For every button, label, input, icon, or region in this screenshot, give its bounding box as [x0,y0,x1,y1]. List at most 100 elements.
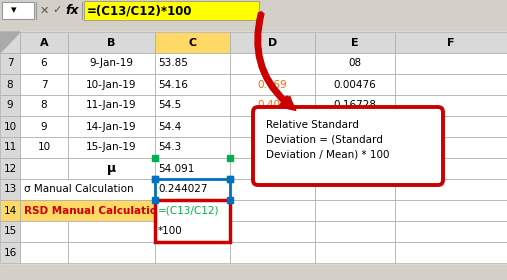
Text: 9: 9 [7,101,13,111]
Bar [0,32,20,53]
Text: 0.04368: 0.04368 [334,143,376,153]
Bar [155,200,230,221]
Text: 10: 10 [38,143,51,153]
Text: A: A [40,38,48,48]
Bar [230,137,315,158]
Text: 0.069: 0.069 [258,80,287,90]
Bar [155,116,230,137]
Bar [315,95,395,116]
Bar [20,200,155,221]
Bar [155,200,230,242]
Text: 14: 14 [4,206,17,216]
Bar [395,221,507,242]
Text: 0.00476: 0.00476 [334,80,376,90]
Bar [315,158,395,179]
Bar [20,74,68,95]
Bar [0,200,20,221]
Bar [315,200,395,221]
Bar [395,116,507,137]
Bar [315,32,395,53]
Bar [155,179,230,200]
Bar [395,53,507,74]
Text: 11: 11 [4,143,17,153]
Text: fx: fx [65,4,79,17]
Text: Relative Standard
Deviation = (Standard
Deviation / Mean) * 100: Relative Standard Deviation = (Standard … [266,120,389,160]
Bar [230,95,315,116]
Bar [155,137,230,158]
Text: 9-Jan-19: 9-Jan-19 [90,59,133,69]
Bar [20,137,68,158]
Bar [395,158,507,179]
Bar [0,179,20,200]
Bar [395,95,507,116]
Bar [68,95,155,116]
Text: 54.3: 54.3 [158,143,181,153]
Bar [155,95,230,116]
Text: 8: 8 [7,80,13,90]
Text: ▾: ▾ [11,6,17,15]
Bar [315,53,395,74]
Text: 10-Jan-19: 10-Jan-19 [86,80,137,90]
Bar [68,53,155,74]
Bar [20,158,68,179]
Bar [68,116,155,137]
Text: 0.409: 0.409 [258,101,287,111]
Text: 53.85: 53.85 [158,59,188,69]
Text: σ Manual Calculation: σ Manual Calculation [24,185,134,195]
Bar [20,179,155,200]
Text: 10: 10 [4,122,17,132]
Bar [0,95,20,116]
Text: 7: 7 [7,59,13,69]
Bar [0,0,507,21]
Text: RSD Manual Calculation: RSD Manual Calculation [24,206,164,216]
Text: 7: 7 [41,80,47,90]
Text: 14-Jan-19: 14-Jan-19 [86,122,137,132]
Bar [230,200,315,221]
Text: 54.5: 54.5 [158,101,181,111]
Bar [230,221,315,242]
Bar [0,242,20,263]
Bar [155,179,230,200]
Bar [315,179,395,200]
Bar [155,32,230,53]
Text: 15-Jan-19: 15-Jan-19 [86,143,137,153]
Bar [315,74,395,95]
Polygon shape [0,32,20,53]
Text: 13: 13 [4,185,17,195]
Bar [0,158,20,179]
Bar [20,221,68,242]
Bar [20,95,68,116]
Bar [155,158,230,179]
Text: 15: 15 [4,227,17,237]
Text: 0.09548: 0.09548 [334,122,376,132]
Text: 0.244027: 0.244027 [158,185,207,195]
Bar [230,116,315,137]
Bar [0,221,20,242]
Bar [230,32,315,53]
FancyArrowPatch shape [255,13,296,110]
Bar [315,221,395,242]
Bar [230,74,315,95]
Bar [68,242,155,263]
Bar [155,242,230,263]
Bar [395,74,507,95]
Text: 6: 6 [41,59,47,69]
Bar [0,137,20,158]
Bar [68,74,155,95]
Text: 08: 08 [348,59,361,69]
Bar [230,179,315,200]
Bar [155,53,230,74]
Text: 16: 16 [4,248,17,258]
Text: 0.209: 0.209 [258,143,287,153]
Text: D: D [268,38,277,48]
Bar [315,242,395,263]
Bar [0,116,20,137]
Text: μ: μ [107,162,116,175]
Text: 54.091: 54.091 [158,164,194,174]
Bar [395,137,507,158]
Bar [0,32,507,263]
Text: 12: 12 [4,164,17,174]
Bar [315,137,395,158]
Bar [68,221,155,242]
Bar [395,200,507,221]
